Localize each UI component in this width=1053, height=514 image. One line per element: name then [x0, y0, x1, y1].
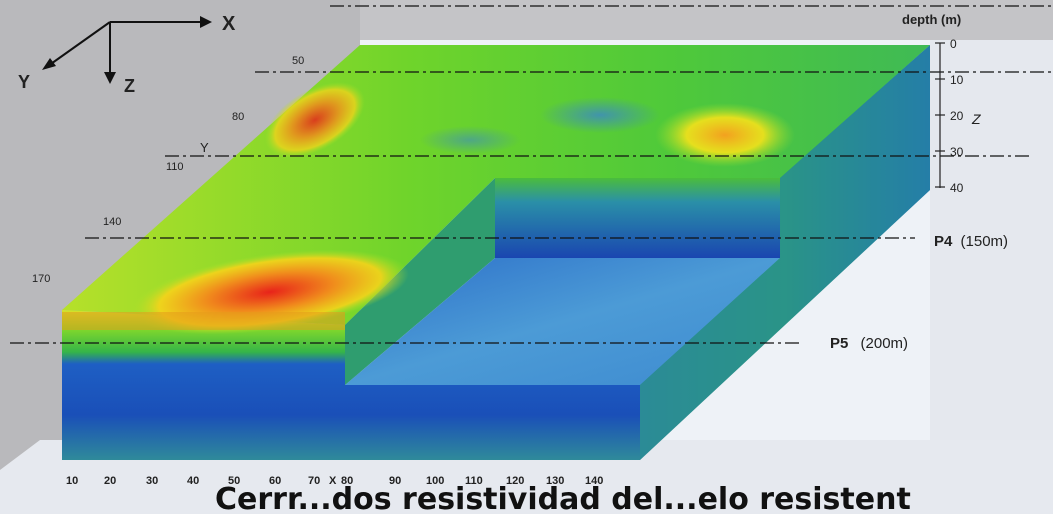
- x-tick-70: 70: [308, 475, 320, 487]
- cut-back-wall: [495, 178, 780, 258]
- profile-p5-distance: (200m): [861, 335, 909, 352]
- y-tick-170: 170: [32, 273, 50, 285]
- profile-p4-label: P4 (150m): [934, 233, 1008, 250]
- high-resistivity-anomaly-east: [655, 103, 795, 167]
- high-resistivity-anomaly-north: [265, 82, 365, 158]
- x-tick-140: 140: [585, 475, 603, 487]
- y-inline-label: Y: [200, 140, 209, 155]
- depth-z-label: Z: [971, 111, 981, 127]
- depth-tick-30: 30: [950, 145, 964, 159]
- depth-tick-10: 10: [950, 73, 964, 87]
- y-tick-50: 50: [292, 55, 304, 67]
- profile-p4-name: P4: [934, 233, 953, 250]
- right-bg-panel: [930, 40, 1053, 514]
- profile-p5-name: P5: [830, 335, 848, 352]
- y-tick-140: 140: [103, 216, 121, 228]
- x-tick-20: 20: [104, 475, 116, 487]
- x-tick-120: 120: [506, 475, 524, 487]
- x-tick-row: 10 20 30 40 50 60 70 X 80 90 100 110 120…: [66, 475, 603, 487]
- depth-scale: [935, 42, 945, 188]
- z-axis-label: Z: [124, 76, 135, 96]
- axis-triad: [42, 16, 212, 84]
- y-tick-110: 110: [166, 161, 184, 173]
- x-inline-label: X: [329, 475, 337, 487]
- profile-p4-distance: (150m): [961, 233, 1009, 250]
- x-tick-30: 30: [146, 475, 158, 487]
- profile-p5-label: P5 (200m): [830, 335, 908, 352]
- depth-tick-40: 40: [950, 181, 964, 195]
- x-tick-130: 130: [546, 475, 564, 487]
- low-resistivity-spot-2: [420, 126, 520, 154]
- x-tick-60: 60: [269, 475, 281, 487]
- x-axis-label: X: [222, 13, 236, 35]
- x-tick-110: 110: [465, 475, 483, 487]
- depth-tick-20: 20: [950, 109, 964, 123]
- x-tick-100: 100: [426, 475, 444, 487]
- low-resistivity-spot: [540, 97, 660, 133]
- y-axis-label: Y: [18, 72, 30, 92]
- y-tick-80: 80: [232, 111, 244, 123]
- cut-floor: [345, 258, 780, 385]
- x-tick-10: 10: [66, 475, 78, 487]
- x-tick-40: 40: [187, 475, 199, 487]
- caption-text: Cerrr...dos resistividad del...elo resis…: [215, 482, 911, 514]
- profile-lines: [10, 5, 1053, 344]
- cut-left-wall: [345, 178, 495, 385]
- x-tick-80: 80: [341, 475, 353, 487]
- x-tick-90: 90: [389, 475, 401, 487]
- depth-tick-0: 0: [950, 37, 957, 51]
- front-top-band: [62, 312, 345, 330]
- x-tick-50: 50: [228, 475, 240, 487]
- depth-title: depth (m): [902, 12, 961, 27]
- cut-right-wall: [640, 45, 930, 460]
